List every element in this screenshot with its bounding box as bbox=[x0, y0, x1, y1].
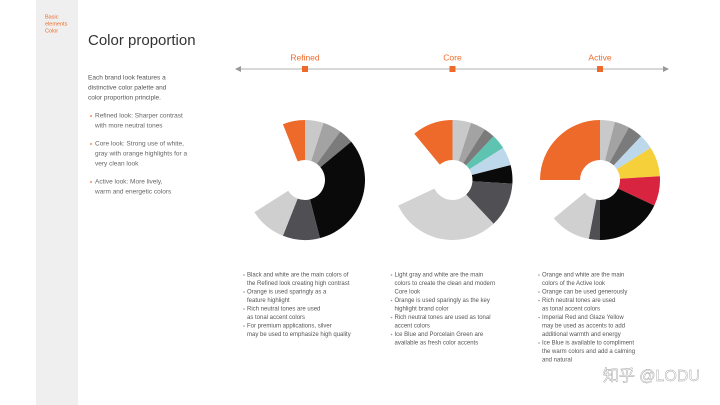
bullet bbox=[243, 291, 245, 293]
note-line: Rich neutral tones are used bbox=[542, 298, 615, 304]
donut-slice bbox=[466, 136, 504, 170]
note-line: Ice Blue and Porcelain Green are bbox=[395, 332, 484, 338]
bullet bbox=[90, 143, 92, 145]
note-line: Orange and white are the main bbox=[542, 273, 624, 279]
bullet bbox=[243, 325, 245, 327]
intro-line: color proportion principle. bbox=[88, 95, 161, 102]
donut-slice bbox=[316, 131, 352, 168]
intro-line: distinctive color palette and bbox=[88, 85, 167, 92]
note-line: feature highlight bbox=[247, 298, 290, 304]
sidebar-label: Color bbox=[45, 28, 58, 34]
arrow-right bbox=[663, 66, 669, 72]
note-line: colors of the Active look bbox=[542, 281, 606, 287]
donut-slice bbox=[553, 192, 597, 239]
bullet bbox=[538, 274, 540, 276]
bullet bbox=[243, 308, 245, 310]
bullet bbox=[538, 299, 540, 302]
note-line: Core look bbox=[395, 290, 422, 296]
donut-slice bbox=[616, 147, 660, 179]
title: Color proportion bbox=[88, 32, 196, 49]
note-line: accent colors bbox=[395, 324, 430, 330]
intro-line: Each brand look features a bbox=[88, 75, 166, 82]
bullet bbox=[390, 299, 393, 302]
bullet bbox=[390, 316, 393, 319]
donut-slice bbox=[254, 190, 298, 236]
donut-slice bbox=[463, 129, 494, 166]
bullet bbox=[538, 342, 540, 344]
note-line: Orange is used sparingly as the key bbox=[395, 298, 490, 304]
timeline-marker bbox=[302, 66, 308, 72]
bullet bbox=[390, 274, 393, 276]
look-title: Core bbox=[443, 52, 462, 62]
note-line: as tonal accent colors bbox=[542, 307, 600, 313]
note-line: Black and white are the main colors of bbox=[247, 273, 349, 279]
note-line: colors to create the clean and modern bbox=[395, 281, 496, 287]
donut-slice bbox=[600, 120, 615, 161]
sidebar bbox=[36, 0, 78, 405]
donut-slice bbox=[282, 198, 320, 241]
timeline-marker bbox=[597, 66, 603, 72]
note-line: may be used to emphasize high quality bbox=[247, 332, 351, 338]
sidebar-label: elements bbox=[45, 21, 68, 27]
look-line: with more neutral tones bbox=[94, 123, 163, 130]
donut-slice bbox=[452, 120, 472, 161]
note-line: additional warmth and energy bbox=[542, 332, 621, 338]
donut-slice bbox=[609, 127, 642, 166]
note-line: Rich neutral tones are used bbox=[247, 307, 320, 313]
note-line: For premium applications, silver bbox=[247, 324, 332, 330]
note-line: Orange is used sparingly as a bbox=[247, 290, 327, 296]
note-line: available as fresh color accents bbox=[395, 341, 479, 347]
donut-slice bbox=[600, 188, 655, 240]
donut-slice bbox=[604, 121, 629, 163]
note-line: as tonal accent colors bbox=[247, 315, 305, 321]
bullet bbox=[243, 274, 245, 276]
bullet bbox=[90, 181, 92, 183]
look-title: Active bbox=[588, 52, 611, 62]
donut-slice bbox=[414, 120, 453, 165]
donut-slice bbox=[309, 141, 366, 239]
donut-slice bbox=[245, 124, 298, 213]
bullet bbox=[538, 316, 540, 319]
look-line: Core look: Strong use of white, bbox=[95, 141, 184, 148]
note-line: the warm colors and add a calming bbox=[542, 349, 635, 355]
note-line: may be used as accents to add bbox=[542, 324, 625, 330]
donut-slice bbox=[305, 120, 324, 161]
note-line: Orange can be used generously bbox=[542, 290, 627, 296]
donut-slice bbox=[613, 136, 651, 170]
bullet bbox=[90, 115, 92, 117]
donut-slice bbox=[466, 181, 513, 224]
donut-slice bbox=[458, 122, 485, 164]
watermark: 知乎 @LODU bbox=[603, 367, 700, 385]
donut-slice bbox=[471, 165, 513, 184]
note-line: the Refined look creating high contrast bbox=[247, 281, 350, 287]
donut-slice bbox=[282, 120, 305, 162]
donut-slice bbox=[588, 199, 600, 240]
look-line: very clean look bbox=[95, 161, 139, 168]
bullet bbox=[538, 291, 540, 293]
arrow-left bbox=[235, 66, 241, 72]
note-line: highlight brand color bbox=[395, 307, 449, 313]
bullet bbox=[390, 333, 393, 336]
timeline-marker bbox=[449, 66, 456, 72]
note-line: Imperial Red and Glaze Yellow bbox=[542, 315, 624, 321]
look-line: Active look: More lively, bbox=[95, 179, 163, 186]
note-line: Ice Blue is available to compliment bbox=[542, 341, 634, 347]
donut-slice bbox=[540, 180, 585, 219]
sidebar-label: Basic bbox=[45, 14, 59, 20]
donut-slice bbox=[469, 147, 511, 176]
look-line: Refined look: Sharper contrast bbox=[95, 113, 183, 120]
look-line: gray with orange highlights for a bbox=[95, 151, 188, 158]
look-title: Refined bbox=[290, 52, 320, 62]
note-line: Light gray and white are the main bbox=[395, 273, 484, 279]
donut-slice bbox=[398, 188, 494, 240]
donut-slice bbox=[311, 122, 341, 164]
donut-slice bbox=[618, 176, 660, 206]
donut-slice bbox=[540, 120, 600, 180]
donut-slice bbox=[392, 133, 440, 206]
look-line: warm and energetic colors bbox=[94, 189, 172, 196]
note-line: Rich neutral tones are used as tonal bbox=[395, 315, 491, 321]
note-line: and natural bbox=[542, 358, 572, 364]
